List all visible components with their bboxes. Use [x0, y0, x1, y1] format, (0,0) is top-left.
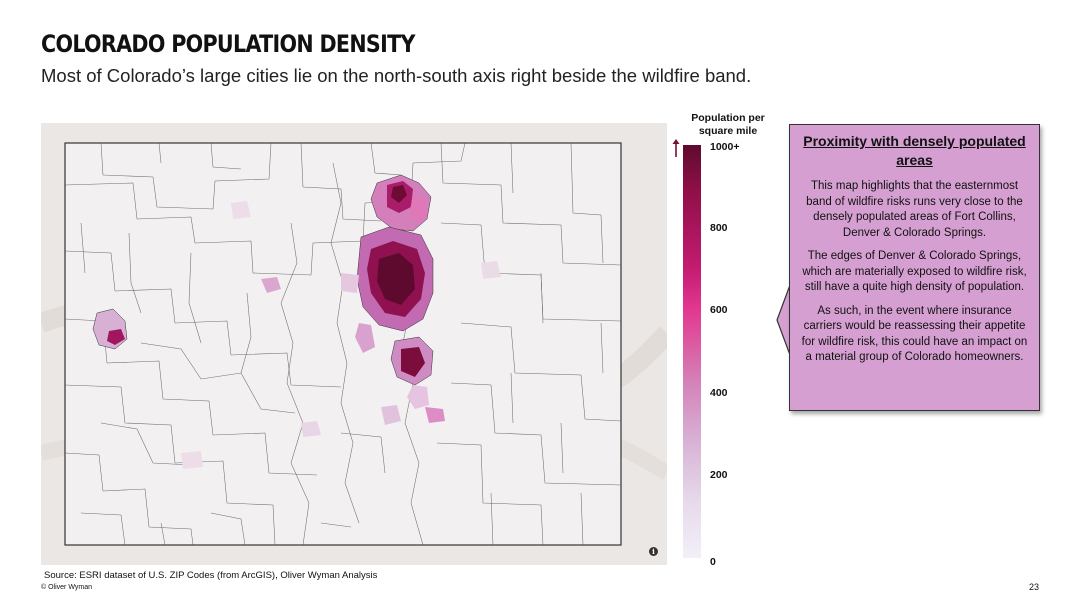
page-number: 23 — [1028, 582, 1039, 592]
callout-heading: Proximity with densely populated areas — [803, 133, 1026, 168]
denver-density-cluster — [341, 226, 434, 353]
legend-tick-label: 800 — [710, 221, 728, 234]
legend-title: Population per square mile — [691, 112, 765, 137]
callout-paragraph: This map highlights that the easternmost… — [806, 180, 1023, 239]
minor-density-areas — [181, 201, 501, 469]
colorado-state-outline — [64, 142, 622, 546]
proximity-callout: Proximity with densely populated areas T… — [789, 124, 1040, 411]
copyright-note: © Oliver Wyman — [41, 584, 92, 591]
population-density-map[interactable] — [41, 123, 667, 565]
fort-collins-density-cluster — [370, 174, 432, 232]
grand-junction-density-cluster — [92, 308, 128, 350]
legend-tick-label: 400 — [710, 386, 728, 399]
colorado-springs-density-cluster — [390, 336, 445, 423]
callout-paragraph: The edges of Denver & Colorado Springs, … — [802, 250, 1027, 293]
legend-tick-label: 0 — [710, 556, 716, 568]
legend-tick-label: 1000+ — [710, 141, 740, 153]
page-title: COLORADO POPULATION DENSITY — [41, 30, 415, 58]
info-icon[interactable]: i — [649, 547, 658, 556]
legend-tick-label: 600 — [710, 304, 728, 317]
page-subtitle: Most of Colorado’s large cities lie on t… — [41, 65, 752, 86]
north-arrow-icon — [672, 139, 680, 157]
source-note: Source: ESRI dataset of U.S. ZIP Codes (… — [44, 570, 378, 581]
zip-code-boundaries — [64, 142, 622, 546]
legend-color-ramp — [683, 145, 701, 558]
map-canvas — [41, 123, 667, 565]
callout-paragraph: As such, in the event where insurance ca… — [801, 304, 1028, 364]
legend-tick-label: 200 — [710, 469, 728, 482]
